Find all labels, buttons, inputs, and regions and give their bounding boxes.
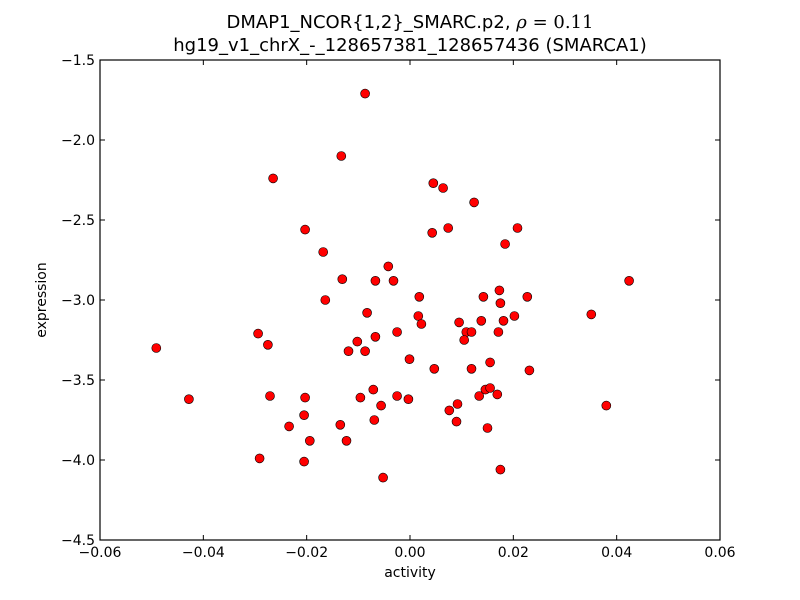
data-point [403, 394, 414, 405]
data-point [469, 197, 479, 208]
data-point [454, 317, 464, 328]
data-point [388, 275, 399, 286]
data-point [428, 178, 439, 188]
data-point [416, 319, 427, 329]
data-point [404, 354, 415, 365]
x-axis-label: activity [384, 565, 436, 581]
data-point [485, 383, 495, 393]
y-tick-label: −4.0 [61, 453, 95, 469]
data-point [341, 435, 352, 446]
data-point [413, 311, 424, 321]
data-point [498, 315, 509, 326]
data-point [362, 307, 372, 318]
chart-title-line1: DMAP1_NCOR{1,2}_SMARC.p2, ρ = 0.11 [0, 12, 800, 34]
data-point [184, 394, 194, 405]
data-point [586, 309, 597, 320]
x-tick-label: 0.06 [704, 545, 735, 561]
data-point [392, 391, 402, 401]
data-point [443, 223, 454, 233]
data-point [369, 415, 380, 425]
chart-title-line2: hg19_v1_chrX_-_128657381_128657436 (SMAR… [173, 35, 647, 56]
x-tick-label: −0.06 [79, 545, 122, 561]
data-point [284, 421, 294, 432]
data-point [263, 339, 273, 350]
data-point [370, 275, 381, 286]
data-point [360, 346, 370, 357]
data-point [438, 183, 448, 193]
data-point [352, 336, 363, 347]
x-tick-label: −0.04 [182, 545, 225, 561]
rho-symbol: ρ [516, 12, 527, 33]
data-point [452, 399, 463, 409]
data-point [320, 295, 331, 305]
data-point [485, 357, 495, 368]
data-point [493, 327, 504, 337]
data-point [151, 343, 162, 353]
data-point [343, 346, 354, 357]
data-point [265, 391, 275, 401]
data-point [429, 363, 440, 374]
data-point [383, 261, 394, 272]
data-point [427, 228, 438, 238]
data-point [451, 416, 462, 427]
x-tick-label: −0.02 [285, 545, 328, 561]
data-point [478, 291, 489, 302]
data-point [392, 327, 402, 337]
title-prefix: DMAP1_NCOR{1,2}_SMARC.p2, [226, 12, 517, 33]
data-point [376, 400, 386, 411]
data-point [337, 274, 348, 285]
data-point [370, 331, 381, 342]
axis-ticks: −0.06 −0.04 −0.02 0.00 0.02 0.04 0.06 −1.5 −2.0 −… [61, 53, 736, 561]
data-point [414, 291, 425, 302]
data-points [151, 88, 634, 483]
data-point [318, 247, 329, 257]
data-point [459, 335, 470, 345]
y-tick-label: −2.0 [61, 133, 95, 149]
x-tick-label: 0.04 [601, 545, 632, 561]
data-point [336, 151, 347, 161]
y-tick-label: −4.5 [61, 533, 95, 549]
data-point [299, 456, 309, 467]
data-point [494, 285, 505, 296]
data-point [300, 392, 310, 403]
data-point [360, 88, 370, 99]
data-point [466, 363, 477, 374]
data-point [368, 384, 379, 395]
data-point [378, 472, 388, 483]
data-point [601, 400, 612, 411]
data-point [335, 419, 346, 430]
data-point [304, 435, 315, 446]
data-point [512, 223, 523, 233]
data-point [495, 298, 506, 309]
data-point [522, 291, 533, 302]
y-tick-label: −1.5 [61, 53, 95, 69]
data-point [444, 405, 455, 416]
x-tick-label: 0.00 [394, 545, 425, 561]
plot-area [99, 59, 721, 541]
data-point [299, 410, 309, 421]
x-tick-label: 0.02 [498, 545, 529, 561]
data-point [500, 239, 510, 249]
y-tick-label: −2.5 [61, 213, 95, 229]
data-point [492, 389, 503, 400]
data-point [624, 275, 634, 286]
data-point [253, 328, 263, 339]
data-point [476, 315, 487, 326]
y-axis-label: expression [34, 262, 50, 338]
data-point [474, 391, 485, 401]
data-point [254, 453, 265, 464]
data-point [466, 327, 477, 337]
rho-value: = 0.11 [526, 12, 594, 33]
y-tick-label: −3.5 [61, 373, 95, 389]
data-point [355, 392, 366, 403]
data-point [482, 423, 493, 433]
data-point [509, 311, 520, 321]
data-point [495, 464, 506, 475]
data-point [524, 365, 535, 376]
data-point [268, 173, 278, 184]
data-point [300, 224, 310, 235]
y-tick-label: −3.0 [61, 293, 95, 309]
